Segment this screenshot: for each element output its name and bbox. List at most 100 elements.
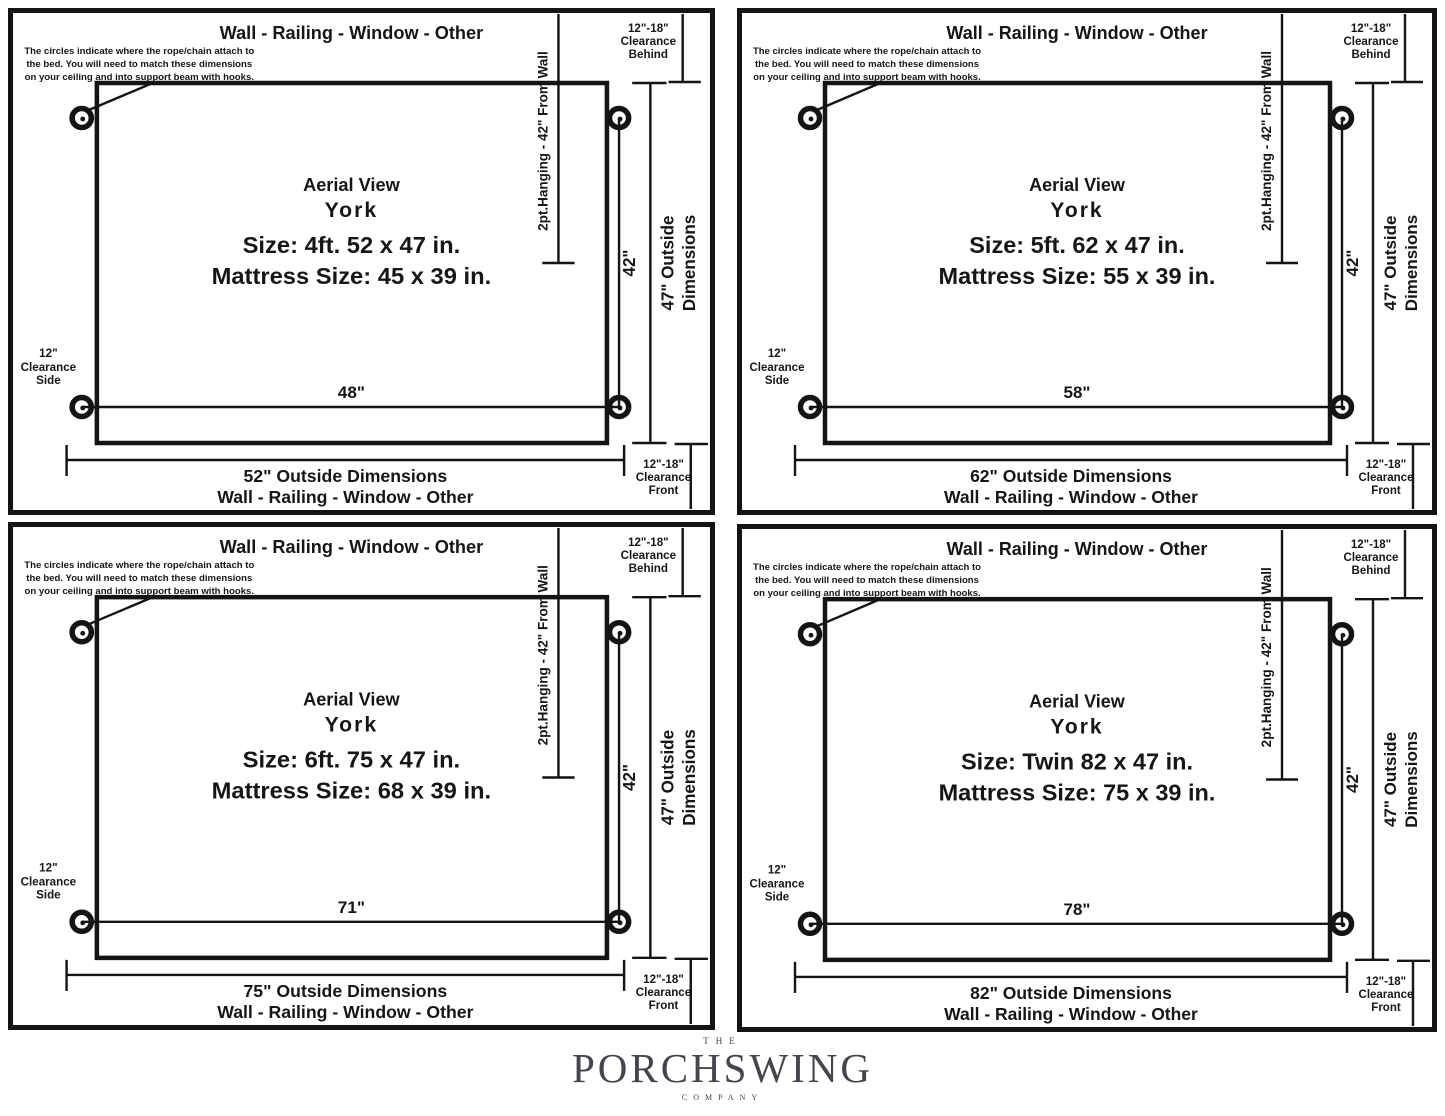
attach-dot-top-left — [80, 116, 86, 122]
bed-outline — [94, 594, 610, 961]
wall-label-top: Wall - Railing - Window - Other — [220, 23, 484, 43]
mattress-size-label: Mattress Size: 55 x 39 in. — [939, 263, 1216, 289]
size-label: Size: Twin 82 x 47 in. — [961, 748, 1193, 774]
size-label: Size: 4ft. 52 x 47 in. — [243, 233, 461, 259]
hanging-distance-label: 2pt.Hanging - 42" From Wall — [535, 565, 550, 745]
attach-dot-top-left — [808, 632, 814, 638]
attachment-note-line3: on your ceiling and into support beam wi… — [753, 588, 980, 599]
clearance-behind-line3: Behind — [1352, 49, 1391, 61]
attachment-note-line3: on your ceiling and into support beam wi… — [25, 586, 255, 597]
hanging-span-label: 42" — [620, 250, 639, 277]
clearance-front-line1: 12"-18" — [643, 974, 684, 986]
aerial-view-label: Aerial View — [1029, 691, 1126, 711]
bed-swing-aerial-diagram: Wall - Railing - Window - Other The circ… — [737, 524, 1437, 1032]
wall-label-bottom: Wall - Railing - Window - Other — [944, 487, 1198, 507]
mattress-size-label: Mattress Size: 75 x 39 in. — [939, 780, 1216, 806]
size-label: Size: 6ft. 75 x 47 in. — [243, 748, 461, 774]
clearance-side-line3: Side — [765, 892, 789, 904]
clearance-front-line3: Front — [1371, 485, 1401, 497]
clearance-side-line2: Clearance — [750, 362, 805, 374]
wall-label-bottom: Wall - Railing - Window - Other — [217, 1002, 473, 1022]
clearance-side-line3: Side — [765, 375, 789, 387]
wall-label-bottom: Wall - Railing - Window - Other — [217, 487, 473, 507]
clearance-behind-line3: Behind — [629, 563, 668, 575]
clearance-behind-line3: Behind — [1352, 565, 1391, 577]
outer-depth-label-line1: 47" Outside — [659, 730, 678, 825]
diagram-6ft: Wall - Railing - Window - Other The circ… — [8, 522, 715, 1030]
attachment-note-line1: The circles indicate where the rope/chai… — [24, 46, 254, 57]
clearance-side-line1: 12" — [768, 348, 786, 360]
logo-the: THE — [703, 1036, 742, 1046]
bed-swing-aerial-diagram: Wall - Railing - Window - Other The circ… — [8, 8, 715, 515]
model-name: York — [325, 199, 379, 222]
clearance-front-line3: Front — [649, 1000, 679, 1012]
outer-depth-label-line2: Dimensions — [680, 729, 699, 826]
model-name: York — [325, 713, 379, 736]
outside-width-label: 62" Outside Dimensions — [970, 466, 1172, 486]
clearance-behind-line1: 12"-18" — [1351, 23, 1391, 35]
attach-dot-top-left — [808, 116, 814, 122]
attach-dot-top-left — [80, 630, 86, 636]
attachment-note-line1: The circles indicate where the rope/chai… — [753, 562, 981, 573]
clearance-front-line1: 12"-18" — [643, 459, 684, 471]
diagram-5ft: Wall - Railing - Window - Other The circ… — [737, 8, 1437, 515]
bed-width-label: 71" — [338, 898, 365, 917]
attachment-note-line2: the bed. You will need to match these di… — [26, 573, 252, 584]
attachment-note-line1: The circles indicate where the rope/chai… — [24, 560, 254, 571]
clearance-behind-line1: 12"-18" — [628, 537, 669, 549]
wall-label-top: Wall - Railing - Window - Other — [946, 23, 1207, 43]
wall-label-top: Wall - Railing - Window - Other — [220, 537, 484, 557]
attachment-note-line1: The circles indicate where the rope/chai… — [753, 46, 981, 57]
clearance-front-line2: Clearance — [636, 987, 692, 999]
clearance-front-line3: Front — [1371, 1002, 1401, 1014]
bed-width-label: 58" — [1064, 383, 1091, 402]
attachment-note-line2: the bed. You will need to match these di… — [755, 575, 979, 586]
clearance-front-line2: Clearance — [1359, 472, 1414, 484]
attachment-note-line3: on your ceiling and into support beam wi… — [25, 72, 254, 83]
clearance-front-line1: 12"-18" — [1366, 976, 1406, 988]
diagram-twin: Wall - Railing - Window - Other The circ… — [737, 524, 1437, 1032]
hanging-span-label: 42" — [1343, 250, 1362, 277]
model-name: York — [1050, 199, 1103, 222]
clearance-front-line3: Front — [649, 485, 679, 497]
size-label: Size: 5ft. 62 x 47 in. — [969, 232, 1185, 258]
hanging-span-label: 42" — [1343, 766, 1362, 793]
clearance-side-line2: Clearance — [21, 362, 77, 374]
diagram-4ft: Wall - Railing - Window - Other The circ… — [8, 8, 715, 515]
outer-depth-label-line1: 47" Outside — [659, 216, 678, 311]
clearance-behind-line2: Clearance — [1344, 36, 1399, 48]
mattress-size-label: Mattress Size: 45 x 39 in. — [212, 264, 492, 290]
outside-width-label: 75" Outside Dimensions — [243, 981, 447, 1001]
clearance-behind-line1: 12"-18" — [628, 23, 669, 35]
bed-width-label: 78" — [1064, 900, 1091, 919]
attachment-note-line2: the bed. You will need to match these di… — [755, 59, 979, 70]
outside-width-label: 52" Outside Dimensions — [243, 466, 447, 486]
bed-swing-aerial-diagram: Wall - Railing - Window - Other The circ… — [737, 8, 1437, 515]
attachment-note-line2: the bed. You will need to match these di… — [26, 59, 252, 70]
outer-depth-label-line1: 47" Outside — [1381, 732, 1400, 827]
outside-width-label: 82" Outside Dimensions — [970, 983, 1172, 1003]
wall-label-top: Wall - Railing - Window - Other — [947, 539, 1208, 559]
bed-outline — [822, 596, 1333, 963]
clearance-side-line3: Side — [36, 375, 61, 387]
porchswing-logo: THE PORCHSWING COMPANY — [0, 1036, 1445, 1102]
clearance-front-line2: Clearance — [1359, 989, 1414, 1001]
aerial-view-label: Aerial View — [303, 175, 401, 195]
clearance-front-line2: Clearance — [636, 472, 692, 484]
clearance-behind-line2: Clearance — [1344, 552, 1399, 564]
bed-outline — [822, 80, 1333, 446]
hanging-span-label: 42" — [620, 764, 639, 791]
bed-outline — [94, 80, 610, 446]
clearance-side-line2: Clearance — [21, 877, 77, 889]
outer-depth-label-line1: 47" Outside — [1381, 216, 1400, 311]
logo-company: COMPANY — [681, 1093, 764, 1103]
clearance-side-line2: Clearance — [750, 879, 805, 891]
clearance-behind-line1: 12"-18" — [1351, 539, 1391, 551]
outer-depth-label-line2: Dimensions — [680, 215, 699, 311]
clearance-front-line1: 12"-18" — [1366, 459, 1406, 471]
wall-label-bottom: Wall - Railing - Window - Other — [944, 1004, 1198, 1024]
hanging-distance-label: 2pt.Hanging - 42" From Wall — [1259, 567, 1274, 747]
aerial-view-label: Aerial View — [1029, 175, 1126, 195]
aerial-view-label: Aerial View — [303, 689, 401, 709]
